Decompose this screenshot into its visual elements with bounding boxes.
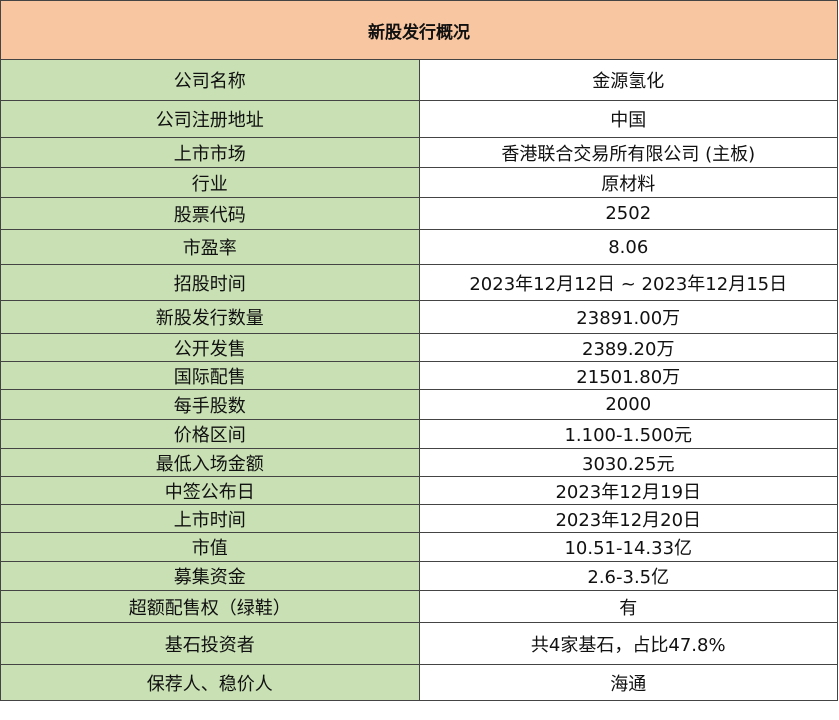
row-value: 23891.00万 [418, 300, 838, 334]
table-row: 价格区间 1.100-1.500元 [0, 419, 838, 449]
row-value: 金源氢化 [418, 59, 838, 101]
row-label: 上市市场 [0, 137, 420, 168]
row-value: 原材料 [418, 167, 838, 198]
row-label: 公司注册地址 [0, 100, 420, 138]
row-label: 保荐人、稳价人 [0, 664, 420, 701]
table-row: 公司注册地址 中国 [0, 100, 838, 138]
row-value: 1.100-1.500元 [418, 419, 838, 449]
table-row: 超额配售权（绿鞋）有 [0, 590, 838, 623]
row-label: 超额配售权（绿鞋） [0, 590, 420, 623]
row-label: 行业 [0, 167, 420, 198]
row-value: 2389.20万 [418, 333, 838, 362]
table-row: 公开发售 2389.20万 [0, 333, 838, 362]
table-row: 募集资金 2.6-3.5亿 [0, 561, 838, 591]
row-value: 香港联合交易所有限公司 (主板) [418, 137, 838, 168]
row-label: 股票代码 [0, 197, 420, 230]
row-value: 2.6-3.5亿 [418, 561, 838, 591]
row-value: 海通 [418, 664, 838, 701]
table-row: 新股发行数量 23891.00万 [0, 300, 838, 334]
row-value: 3030.25元 [418, 448, 838, 477]
table-row: 基石投资者 共4家基石，占比47.8% [0, 622, 838, 665]
row-label: 基石投资者 [0, 622, 420, 665]
table-row: 国际配售 21501.80万 [0, 361, 838, 390]
table-row: 公司名称 金源氢化 [0, 59, 838, 101]
table-row: 上市时间 2023年12月20日 [0, 504, 838, 533]
row-value: 10.51-14.33亿 [418, 532, 838, 562]
row-label: 价格区间 [0, 419, 420, 449]
row-label: 市值 [0, 532, 420, 562]
table-row: 市盈率 8.06 [0, 229, 838, 265]
table-row: 招股时间 2023年12月12日 ~ 2023年12月15日 [0, 264, 838, 301]
row-label: 募集资金 [0, 561, 420, 591]
row-value: 2000 [418, 389, 838, 420]
row-label: 公开发售 [0, 333, 420, 362]
table-title: 新股发行概况 [0, 0, 838, 60]
row-value: 2023年12月20日 [418, 504, 838, 533]
title-row: 新股发行概况 [0, 0, 838, 60]
row-label: 上市时间 [0, 504, 420, 533]
row-value: 共4家基石，占比47.8% [418, 622, 838, 665]
table-row: 市值 10.51-14.33亿 [0, 532, 838, 562]
row-label: 招股时间 [0, 264, 420, 301]
ipo-table: 新股发行概况 公司名称 金源氢化 公司注册地址 中国 上市市场 香港联合交易所有限公司 (… [0, 0, 838, 701]
row-value: 8.06 [418, 229, 838, 265]
table-row: 股票代码 2502 [0, 197, 838, 230]
row-label: 每手股数 [0, 389, 420, 420]
row-value: 2023年12月19日 [418, 476, 838, 505]
row-value: 21501.80万 [418, 361, 838, 390]
row-value: 2502 [418, 197, 838, 230]
table-body: 公司名称 金源氢化 公司注册地址 中国 上市市场 香港联合交易所有限公司 (主板) 行业 原材… [0, 59, 838, 701]
table-row: 保荐人、稳价人 海通 [0, 664, 838, 701]
table-row: 每手股数 2000 [0, 389, 838, 420]
table-row: 中签公布日 2023年12月19日 [0, 476, 838, 505]
row-value: 中国 [418, 100, 838, 138]
row-label: 市盈率 [0, 229, 420, 265]
row-label: 公司名称 [0, 59, 420, 101]
row-label: 最低入场金额 [0, 448, 420, 477]
row-value: 2023年12月12日 ~ 2023年12月15日 [418, 264, 838, 301]
row-label: 新股发行数量 [0, 300, 420, 334]
table-row: 行业 原材料 [0, 167, 838, 198]
table-row: 最低入场金额 3030.25元 [0, 448, 838, 477]
table-row: 上市市场 香港联合交易所有限公司 (主板) [0, 137, 838, 168]
row-label: 国际配售 [0, 361, 420, 390]
row-label: 中签公布日 [0, 476, 420, 505]
row-value: 有 [418, 590, 838, 623]
